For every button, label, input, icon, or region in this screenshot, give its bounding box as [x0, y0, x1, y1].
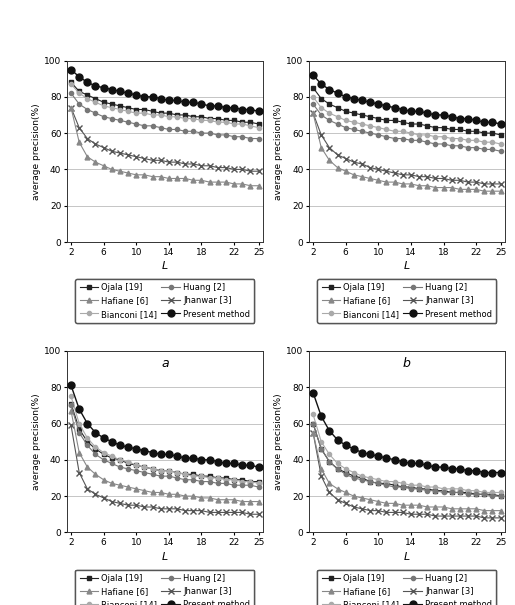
- X-axis label: $L$: $L$: [403, 260, 410, 271]
- X-axis label: $L$: $L$: [161, 260, 168, 271]
- Legend: Ojala [19], Hafiane [6], Bianconi [14], Huang [2], Jhanwar [3], Present method: Ojala [19], Hafiane [6], Bianconi [14], …: [317, 569, 496, 605]
- Y-axis label: average precision(%): average precision(%): [274, 103, 283, 200]
- Text: b: b: [403, 357, 411, 370]
- Text: a: a: [161, 357, 168, 370]
- Y-axis label: average precision(%): average precision(%): [32, 393, 41, 490]
- Y-axis label: average precision(%): average precision(%): [274, 393, 283, 490]
- X-axis label: $L$: $L$: [161, 550, 168, 561]
- Y-axis label: average precision(%): average precision(%): [32, 103, 41, 200]
- Legend: Ojala [19], Hafiane [6], Bianconi [14], Huang [2], Jhanwar [3], Present method: Ojala [19], Hafiane [6], Bianconi [14], …: [75, 279, 254, 323]
- Legend: Ojala [19], Hafiane [6], Bianconi [14], Huang [2], Jhanwar [3], Present method: Ojala [19], Hafiane [6], Bianconi [14], …: [317, 279, 496, 323]
- X-axis label: $L$: $L$: [403, 550, 410, 561]
- Legend: Ojala [19], Hafiane [6], Bianconi [14], Huang [2], Jhanwar [3], Present method: Ojala [19], Hafiane [6], Bianconi [14], …: [75, 569, 254, 605]
